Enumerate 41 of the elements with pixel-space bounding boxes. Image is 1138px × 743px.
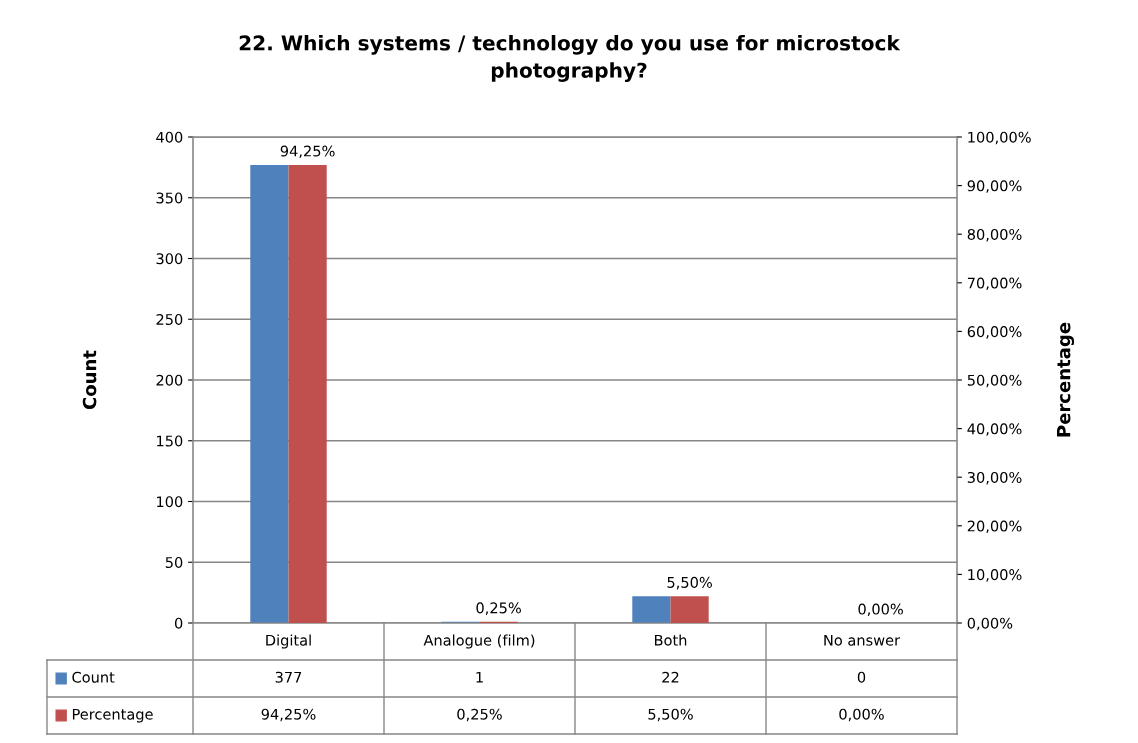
- y2-tick-label: 50,00%: [967, 374, 1022, 388]
- y-tick-label: 150: [157, 435, 183, 447]
- text: 94,25%: [280, 145, 335, 159]
- y2-axis-title: Percentage: [1057, 322, 1075, 437]
- x-tick-label: No answer: [824, 634, 901, 646]
- y2-tick-label: 30,00%: [967, 471, 1022, 485]
- y-tick-label: 200: [156, 374, 183, 386]
- legend-label: Percentage: [72, 708, 153, 723]
- text: 0,00%: [858, 603, 903, 617]
- data-label: 377: [275, 671, 302, 683]
- data-label: 0,00%: [839, 708, 884, 722]
- y2-tick-label: 40,00%: [967, 423, 1022, 436]
- y-tick-label: 0: [174, 617, 183, 629]
- data-label: 94,25%: [261, 708, 316, 722]
- legend-label: Count: [72, 671, 115, 683]
- y-axis-title: Count: [82, 350, 97, 410]
- y2-tick-label: 60,00%: [967, 326, 1022, 339]
- y2-tick-label: 80,00%: [967, 228, 1022, 242]
- y2-tick-label: 20,00%: [967, 520, 1022, 534]
- data-label: 1: [476, 671, 483, 683]
- y2-tick-label: 90,00%: [967, 180, 1022, 193]
- x-tick-label: Analogue (film): [423, 634, 535, 649]
- y-tick-label: 350: [156, 192, 183, 204]
- chart-title: 22. Which systems / technology do you use for microstock photography?: [239, 35, 901, 82]
- y-tick-label: 50: [165, 556, 183, 568]
- y2-tick-label: 70,00%: [967, 277, 1022, 291]
- y2-tick-label: 100,00%: [968, 131, 1031, 145]
- x-tick-label: Both: [654, 634, 687, 646]
- x-tick-label: Digital: [266, 634, 311, 649]
- data-label: 0: [857, 671, 866, 683]
- text: 5,50%: [667, 576, 712, 590]
- y2-tick-label: 0,00%: [967, 617, 1013, 631]
- text: 0,25%: [476, 602, 521, 615]
- y-tick-label: 400: [156, 131, 183, 143]
- y2-tick-label: 10,00%: [968, 569, 1022, 582]
- data-label: 5,50%: [648, 708, 693, 722]
- y-tick-label: 300: [156, 253, 183, 265]
- data-label: 22: [662, 671, 679, 683]
- data-label: 0,25%: [457, 708, 502, 722]
- y-tick-label: 250: [156, 313, 183, 325]
- y-tick-label: 100: [157, 496, 183, 508]
